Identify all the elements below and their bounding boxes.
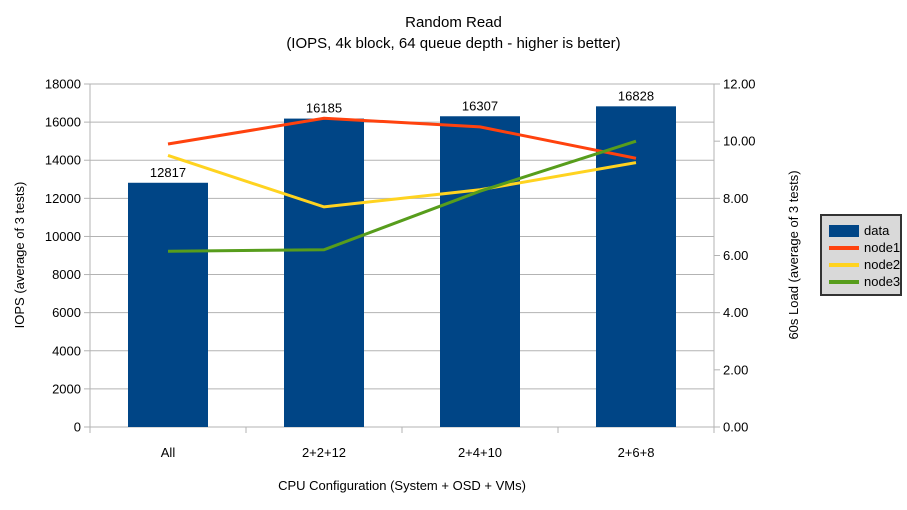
right-tick-label: 6.00	[723, 248, 748, 263]
y-axis-left-tick-labels: 0 2000 4000 6000 8000 10000 12000 14000 16000 180…	[45, 77, 81, 435]
right-tick-label: 12.00	[723, 77, 756, 92]
right-tick-label: 4.00	[723, 305, 748, 320]
line-node1	[167, 116, 637, 160]
x-tick-label: 2+2+12	[302, 445, 346, 460]
legend-label: node2	[864, 257, 901, 272]
x-tick-label: 2+6+8	[618, 445, 655, 460]
left-tick-label: 6000	[52, 305, 81, 320]
y-axis-right-tick-labels: 0.00 2.00 4.00 6.00 8.00 10.00 12.00	[723, 77, 756, 435]
bar-2+2+12	[284, 118, 364, 428]
line-node2	[167, 154, 637, 209]
left-tick-label: 16000	[45, 115, 81, 130]
left-tick-label: 8000	[52, 267, 81, 282]
left-tick-label: 0	[74, 420, 81, 435]
legend-item-node1: node1	[829, 239, 900, 256]
left-tick-label: 10000	[45, 229, 81, 244]
bar-value-label: 16307	[462, 98, 498, 113]
right-tick-label: 0.00	[723, 420, 748, 435]
left-tick-label: 12000	[45, 191, 81, 206]
x-tick-label: 2+4+10	[458, 445, 502, 460]
bar-value-label: 12817	[150, 165, 186, 180]
right-tick-label: 10.00	[723, 134, 756, 149]
legend-item-data: data	[829, 222, 900, 239]
left-tick-label: 4000	[52, 343, 81, 358]
left-tick-label: 14000	[45, 153, 81, 168]
left-tick-label: 18000	[45, 77, 81, 92]
bar-value-label: 16828	[618, 88, 654, 103]
legend-swatch-node2	[829, 262, 859, 267]
y-axis-right-title: 60s Load (average of 3 tests)	[786, 170, 801, 339]
line-series	[167, 116, 637, 253]
legend-label: data	[864, 223, 890, 238]
bar-All	[128, 182, 208, 427]
x-axis-title: CPU Configuration (System + OSD + VMs)	[278, 478, 526, 493]
axis-ticks	[84, 83, 720, 433]
legend-label: node3	[864, 274, 901, 289]
right-tick-label: 8.00	[723, 191, 748, 206]
legend-swatch-data	[829, 224, 859, 237]
x-axis-tick-labels: All 2+2+12 2+4+10 2+6+8	[161, 445, 655, 460]
left-tick-label: 2000	[52, 381, 81, 396]
legend-label: node1	[864, 240, 901, 255]
y-axis-left-title: IOPS (average of 3 tests)	[12, 182, 27, 329]
legend-swatch-node1	[829, 245, 859, 250]
right-tick-label: 2.00	[723, 362, 748, 377]
chart-subtitle: (IOPS, 4k block, 64 queue depth - higher…	[286, 35, 621, 52]
line-node3	[167, 139, 637, 253]
bar-2+6+8	[596, 106, 676, 427]
bar-series	[128, 106, 676, 428]
legend-swatch-node3	[829, 279, 859, 284]
bar-value-label: 16185	[306, 101, 342, 116]
legend: data node1 node2 node3	[820, 214, 902, 296]
legend-item-node3: node3	[829, 273, 900, 290]
x-tick-label: All	[161, 445, 176, 460]
bar-2+4+10	[440, 116, 520, 428]
legend-item-node2: node2	[829, 256, 900, 273]
bar-value-labels: 12817 16185 16307 16828	[150, 88, 654, 179]
chart-title: Random Read	[405, 14, 502, 31]
